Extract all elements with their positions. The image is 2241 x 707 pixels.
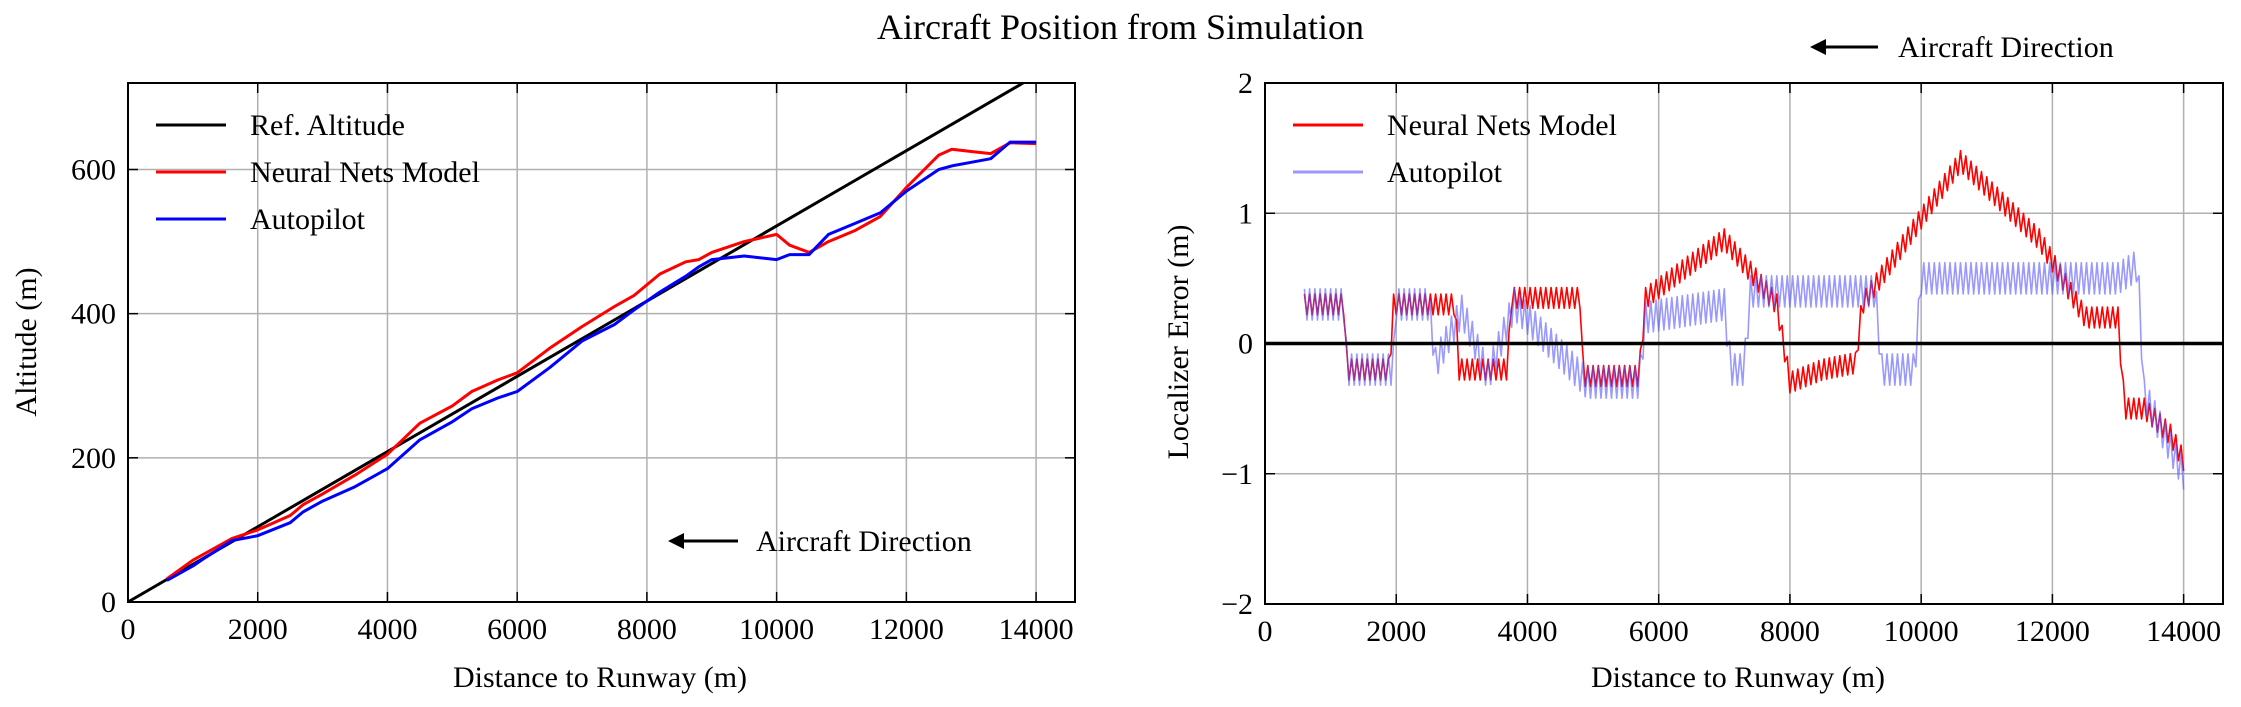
- altitude-chart-direction-arrowhead: [668, 533, 684, 549]
- c1-xtick-label-1: 2000: [228, 613, 288, 646]
- c1-xtick-label-3: 6000: [487, 613, 547, 646]
- c2-xtick-label-5: 10000: [1884, 615, 1959, 648]
- c2-xtick-label-1: 2000: [1366, 615, 1426, 648]
- c2-series-0: [1303, 149, 2185, 472]
- altitude-chart-annotation: Aircraft Direction: [756, 525, 972, 558]
- c2-series-1: [1303, 251, 2185, 490]
- c1-legend-label-0: Ref. Altitude: [250, 109, 405, 142]
- c2-xtick-label-2: 4000: [1497, 615, 1557, 648]
- localizer-chart-ylabel: Localizer Error (m): [1162, 225, 1195, 460]
- localizer-chart-direction-arrowhead: [1810, 39, 1826, 55]
- c1-xtick-label-4: 8000: [617, 613, 677, 646]
- c2-legend-label-1: Autopilot: [1387, 156, 1503, 189]
- c2-ytick-label-3: 1: [1238, 197, 1253, 230]
- c2-xtick-label-7: 14000: [2146, 615, 2221, 648]
- c2-xtick-label-4: 8000: [1760, 615, 1820, 648]
- figure-title: Aircraft Position from Simulation: [877, 7, 1364, 47]
- c2-ytick-label-2: 0: [1238, 328, 1253, 361]
- c2-ytick-label-1: −1: [1221, 458, 1253, 491]
- c1-frame: [127, 82, 1076, 603]
- c1-xtick-label-7: 14000: [999, 613, 1074, 646]
- localizer-chart-annotation: Aircraft Direction: [1898, 31, 2114, 64]
- altitude-chart-xlabel: Distance to Runway (m): [453, 661, 747, 694]
- c1-series-1: [166, 141, 1037, 581]
- c2-ytick-label-4: 2: [1238, 67, 1253, 100]
- localizer-chart-xlabel: Distance to Runway (m): [1591, 661, 1885, 694]
- c2-xtick-label-0: 0: [1258, 615, 1273, 648]
- c1-ytick-label-2: 400: [71, 298, 116, 331]
- c1-ytick-label-1: 200: [71, 442, 116, 475]
- altitude-chart-ylabel: Altitude (m): [10, 267, 43, 416]
- c1-legend-label-2: Autopilot: [250, 203, 366, 236]
- c1-series-2: [166, 140, 1037, 582]
- c1-ytick-label-0: 0: [101, 586, 116, 619]
- c1-series-0: [127, 81, 1024, 604]
- c1-xtick-label-6: 12000: [869, 613, 944, 646]
- c1-legend-label-1: Neural Nets Model: [250, 156, 480, 189]
- c1-xtick-label-2: 4000: [357, 613, 417, 646]
- c1-xtick-label-0: 0: [121, 613, 136, 646]
- c2-legend-label-0: Neural Nets Model: [1387, 109, 1617, 142]
- c1-ytick-label-3: 600: [71, 154, 116, 187]
- c2-xtick-label-3: 6000: [1629, 615, 1689, 648]
- c2-xtick-label-6: 12000: [2015, 615, 2090, 648]
- c1-xtick-label-5: 10000: [739, 613, 814, 646]
- c2-ytick-label-0: −2: [1221, 588, 1253, 621]
